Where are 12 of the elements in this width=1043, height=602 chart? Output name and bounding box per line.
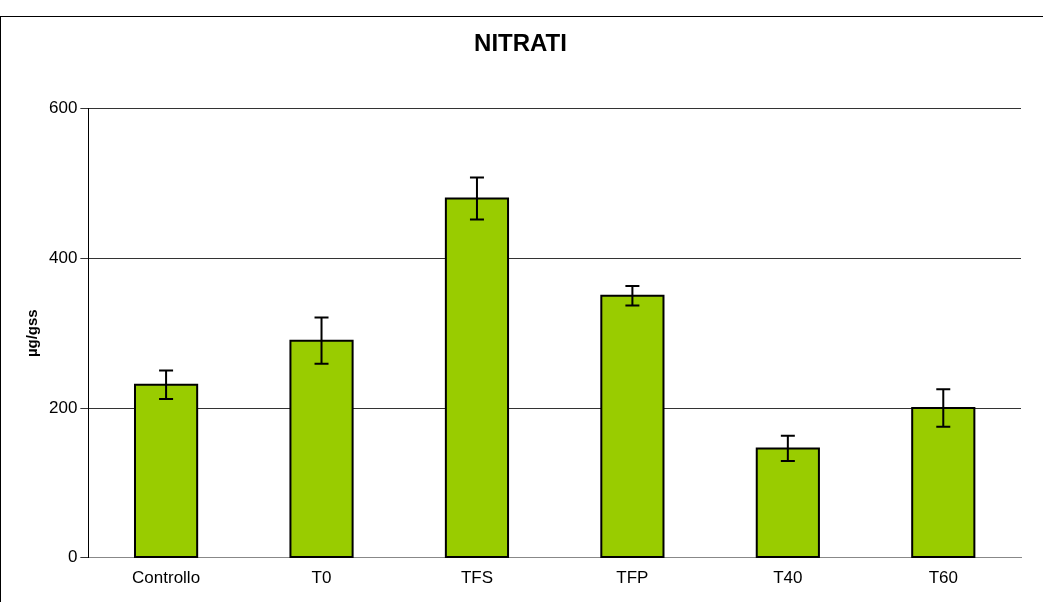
x-tick-label: TFP	[616, 568, 649, 588]
y-tick-label: 0	[67, 547, 78, 567]
y-axis-title: µg/gss	[23, 309, 41, 358]
x-tick-label: T60	[928, 568, 958, 588]
y-tick-label: 400	[48, 248, 78, 268]
y-tick-label: 200	[48, 397, 78, 417]
y-tick-label: 600	[48, 98, 78, 118]
chart-title: NITRATI	[474, 29, 567, 57]
x-tick-label: Controllo	[132, 568, 201, 588]
x-tick-label: TFS	[460, 568, 494, 588]
x-tick-label: T0	[311, 568, 332, 588]
x-tick-label: T40	[773, 568, 803, 588]
